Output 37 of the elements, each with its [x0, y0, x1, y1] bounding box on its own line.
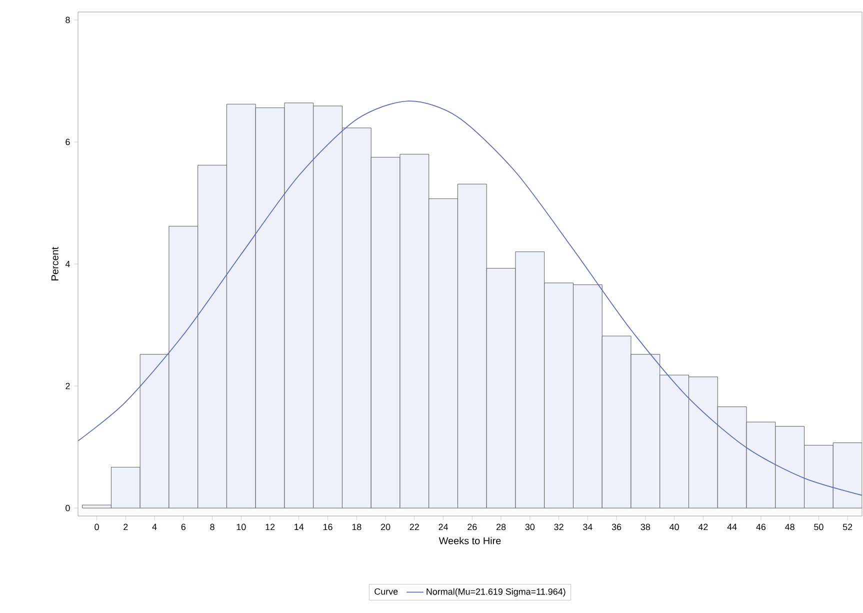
line-series	[78, 100, 862, 496]
legend-title: Curve	[374, 588, 398, 595]
y-axis-title: Percent	[51, 246, 58, 280]
x-tick-label: 36	[612, 524, 622, 530]
x-tick-label: 26	[468, 524, 477, 530]
x-tick-label: 10	[236, 524, 246, 530]
x-tick-label: 38	[640, 524, 650, 530]
x-tick-label: 14	[294, 524, 304, 530]
x-tick-label: 6	[181, 524, 186, 530]
x-tick-label: 30	[525, 524, 535, 530]
x-tick-label: 42	[698, 524, 708, 530]
y-tick-label: 0	[66, 504, 70, 512]
y-tick-label: 2	[66, 382, 70, 390]
x-tick-label: 16	[323, 524, 332, 530]
x-tick-label: 24	[438, 524, 448, 530]
x-tick-label: 22	[410, 524, 419, 530]
x-tick-label: 48	[785, 524, 794, 530]
x-tick-label: 2	[124, 524, 128, 530]
x-tick-label: 12	[266, 524, 275, 530]
x-axis-title: Weeks to Hire	[438, 536, 501, 544]
x-tick-label: 32	[554, 524, 564, 530]
x-tick-label: 44	[727, 524, 737, 530]
x-tick-label: 40	[670, 524, 679, 530]
x-tick-label: 50	[814, 524, 824, 530]
x-tick-label: 4	[152, 524, 157, 530]
x-tick-label: 46	[756, 524, 766, 530]
y-tick-label: 4	[65, 260, 70, 268]
y-tick-label: 6	[66, 138, 70, 146]
y-tick-label: 8	[66, 16, 70, 24]
x-tick-label: 52	[842, 524, 852, 530]
legend-label: Normal(Mu=21.619 Sigma=11.964)	[426, 588, 566, 597]
x-tick-label: 28	[496, 524, 506, 530]
x-tick-label: 0	[94, 524, 99, 530]
x-tick-label: 20	[381, 524, 390, 530]
x-tick-label: 18	[352, 524, 362, 530]
x-tick-label: 34	[583, 524, 592, 530]
x-tick-label: 8	[210, 524, 214, 530]
